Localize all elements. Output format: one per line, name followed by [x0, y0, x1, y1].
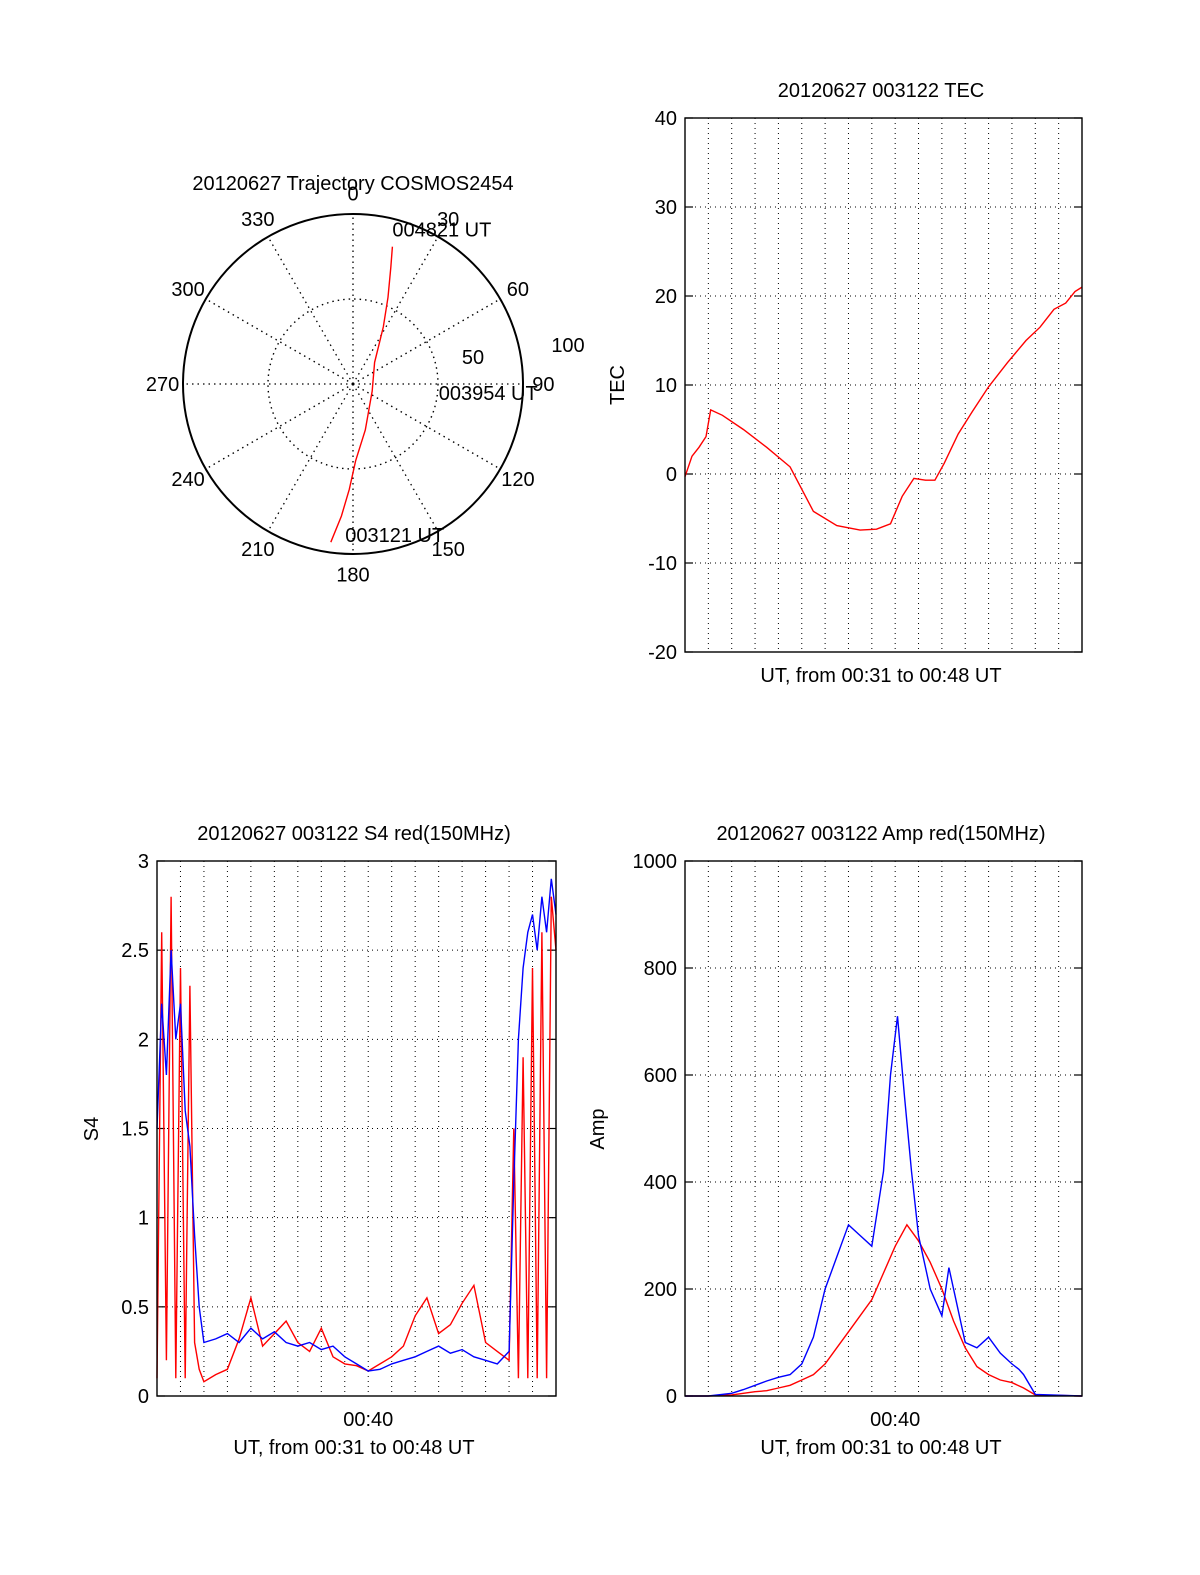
polar-annotation: 004821 UT [392, 220, 491, 242]
polar-angle-label: 120 [501, 469, 534, 491]
polar-angle-label: 180 [336, 564, 369, 586]
polar-radial-label: 50 [462, 347, 484, 369]
s4-ytick-label: 3 [138, 851, 149, 873]
polar-trajectory-chart: 20120627 Trajectory COSMOS2454 0 30 60 90 12… [146, 173, 585, 586]
s4-ytick-label: 2 [138, 1029, 149, 1051]
amp-series-line-1 [685, 1223, 1083, 1397]
s4-xlabel: UT, from 00:31 to 00:48 UT [233, 1437, 474, 1459]
amp-ytick-label: 200 [644, 1279, 677, 1301]
s4-series-line-1 [156, 896, 557, 1383]
s4-ytick-label: 1 [138, 1208, 149, 1230]
tec-plot-area: -20 -10 0 10 20 30 40 [648, 108, 1083, 664]
amp-xtick-label: 00:40 [870, 1409, 920, 1431]
s4-ylabel: S4 [81, 1117, 103, 1141]
amp-ytick-label: 800 [644, 958, 677, 980]
polar-angle-label: 240 [171, 469, 204, 491]
tec-ytick-label: 20 [655, 286, 677, 308]
amp-chart: 20120627 003122 Amp red(150MHz) UT, from… [587, 823, 1083, 1459]
tec-ytick-label: -20 [648, 642, 677, 664]
tec-ytick-label: 30 [655, 197, 677, 219]
amp-ytick-label: 400 [644, 1172, 677, 1194]
tec-title: 20120627 003122 TEC [778, 80, 984, 102]
s4-ytick-label: 2.5 [121, 940, 149, 962]
amp-plot-area: 0 200 400 600 800 1000 00:40 [633, 851, 1083, 1431]
polar-spoke [205, 298, 354, 385]
tec-ylabel: TEC [607, 365, 629, 405]
polar-angle-label: 330 [241, 209, 274, 231]
polar-trajectory-series [330, 246, 394, 543]
polar-angle-label: 270 [146, 374, 179, 396]
polar-angle-labels: 0 30 60 90 120 150 180 210 240 270 300 330 [146, 184, 555, 587]
polar-ring-outer [182, 213, 524, 555]
polar-spoke [267, 236, 354, 385]
polar-spoke [352, 298, 501, 385]
tec-ytick-label: -10 [648, 553, 677, 575]
s4-axes-box [156, 860, 557, 1397]
polar-angle-label: 0 [347, 184, 358, 206]
s4-ytick-label: 0.5 [121, 1297, 149, 1319]
amp-ylabel: Amp [587, 1108, 609, 1149]
amp-axes-box [684, 860, 1083, 1397]
tec-series-line-1 [684, 286, 1083, 531]
amp-ytick-label: 1000 [633, 851, 678, 873]
s4-series-line-2 [156, 878, 557, 1372]
polar-spoke [352, 383, 501, 470]
polar-annotation: 003121 UT [345, 525, 444, 547]
polar-angle-label: 90 [532, 374, 554, 396]
polar-radial-label: 100 [551, 335, 584, 357]
s4-xtick-label: 00:40 [343, 1409, 393, 1431]
s4-plot-area: 0 0.5 1 1.5 2 2.5 3 00:40 [121, 851, 557, 1431]
s4-ytick-label: 0 [138, 1386, 149, 1408]
polar-grid [182, 213, 524, 555]
polar-angle-label: 30 [437, 209, 459, 231]
polar-spoke [267, 383, 354, 532]
tec-ytick-label: 10 [655, 375, 677, 397]
polar-spoke [352, 383, 439, 532]
tec-axes-box [684, 117, 1083, 653]
polar-angle-label: 60 [507, 279, 529, 301]
polar-annotations: 004821 UT 003954 UT 003121 UT [345, 220, 537, 547]
polar-angle-label: 150 [432, 539, 465, 561]
tec-ytick-label: 40 [655, 108, 677, 130]
polar-trajectory-line [330, 246, 394, 543]
tec-ytick-label: 0 [666, 464, 677, 486]
polar-radial-labels: 50 100 [462, 335, 585, 369]
s4-chart: 20120627 003122 S4 red(150MHz) UT, from … [81, 823, 557, 1459]
polar-spoke [352, 236, 439, 385]
tec-chart: 20120627 003122 TEC UT, from 00:31 to 00… [607, 80, 1083, 687]
polar-ring-50 [267, 298, 439, 470]
polar-spoke [205, 383, 354, 470]
tec-xlabel: UT, from 00:31 to 00:48 UT [760, 665, 1001, 687]
polar-title: 20120627 Trajectory COSMOS2454 [192, 173, 513, 195]
amp-title: 20120627 003122 Amp red(150MHz) [716, 823, 1045, 845]
amp-series-line-2 [685, 1016, 1083, 1397]
amp-xlabel: UT, from 00:31 to 00:48 UT [760, 1437, 1001, 1459]
s4-title: 20120627 003122 S4 red(150MHz) [197, 823, 511, 845]
polar-angle-label: 300 [171, 279, 204, 301]
polar-annotation: 003954 UT [439, 383, 538, 405]
amp-ytick-label: 600 [644, 1065, 677, 1087]
polar-angle-label: 210 [241, 539, 274, 561]
s4-ytick-label: 1.5 [121, 1119, 149, 1141]
amp-ytick-label: 0 [666, 1386, 677, 1408]
